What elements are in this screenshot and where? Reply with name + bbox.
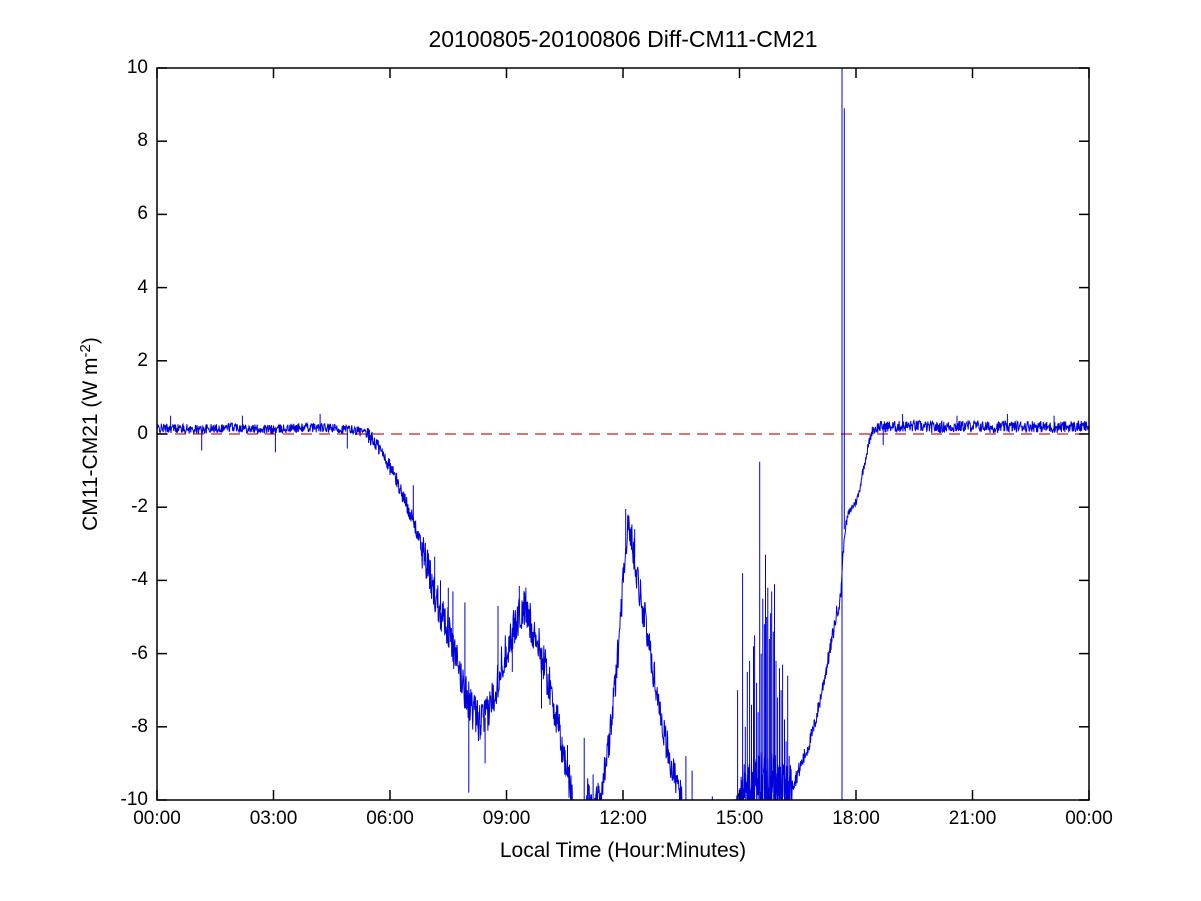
y-tick-label: -4 [131, 569, 148, 591]
y-tick-label: -10 [120, 789, 148, 810]
x-tick-label: 00:00 [133, 808, 181, 829]
x-tick-label: 15:00 [715, 808, 764, 829]
x-tick-label: 21:00 [948, 808, 997, 829]
axis-ticks [156, 67, 1090, 801]
x-tick-label: 00:00 [1065, 808, 1113, 829]
y-tick-label: 10 [126, 57, 148, 78]
y-tick-label: 6 [137, 203, 148, 225]
y-tick-label: -6 [131, 642, 148, 664]
y-tick-label: 8 [137, 130, 148, 152]
difference-trace-line [157, 418, 1089, 800]
x-axis-label: Local Time (Hour:Minutes) [499, 839, 747, 862]
chart-title: 20100805-20100806 Diff-CM11-CM21 [428, 26, 818, 52]
x-tick-label: 12:00 [599, 808, 647, 829]
trace-spikes [170, 68, 1055, 800]
y-tick-label: 2 [137, 349, 148, 371]
y-tick-label: -2 [131, 496, 148, 518]
y-tick-label: 0 [137, 423, 148, 444]
axes-frame [156, 67, 1090, 801]
y-axis-label-close: ) [79, 337, 102, 345]
x-tick-label: 06:00 [366, 808, 414, 829]
x-tick-label: 18:00 [832, 808, 880, 829]
y-tick-label: 4 [137, 276, 148, 298]
y-tick-label: -8 [131, 715, 148, 737]
x-tick-label: 09:00 [482, 808, 531, 829]
x-tick-label: 03:00 [249, 808, 298, 829]
